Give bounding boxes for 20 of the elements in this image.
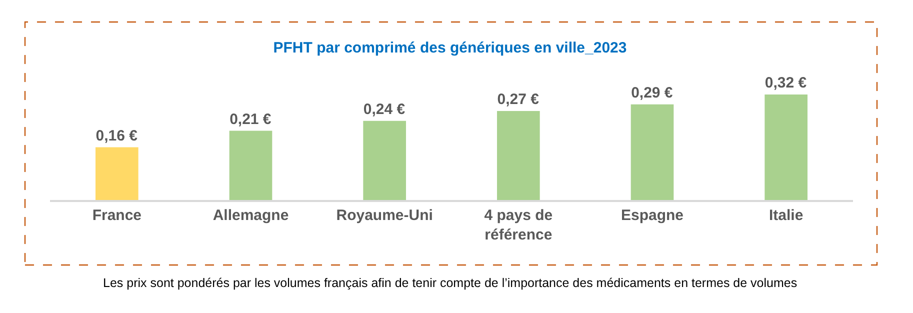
x-tick-label: Espagne (620, 206, 684, 224)
data-label: 0,21 € (230, 110, 272, 128)
chart-title: PFHT par comprimé des génériques en ville_2023 (273, 39, 627, 56)
x-tick-label: Royaume-Uni (336, 206, 433, 224)
x-tick-label: France (92, 206, 142, 224)
bar (363, 120, 406, 200)
data-label: 0,16 € (96, 127, 138, 144)
text: Les prix sont pondérés par les volumes français afin de tenir compte de l’importance des médicaments en termes de volumes (103, 276, 798, 290)
x-tick-label: Italie (768, 206, 804, 224)
bar (630, 104, 674, 200)
bar (764, 94, 808, 200)
data-label: 0,27 € (497, 91, 540, 108)
bar (96, 147, 138, 200)
bar (229, 130, 272, 200)
data-label: 0,29 € (631, 84, 674, 102)
bar (497, 111, 540, 200)
x-tick-label: Allemagne (212, 206, 289, 224)
x-tick-label: 4 pays de référence (484, 206, 553, 244)
data-label: 0,32 € (764, 74, 808, 92)
data-label: 0,24 € (363, 100, 406, 118)
